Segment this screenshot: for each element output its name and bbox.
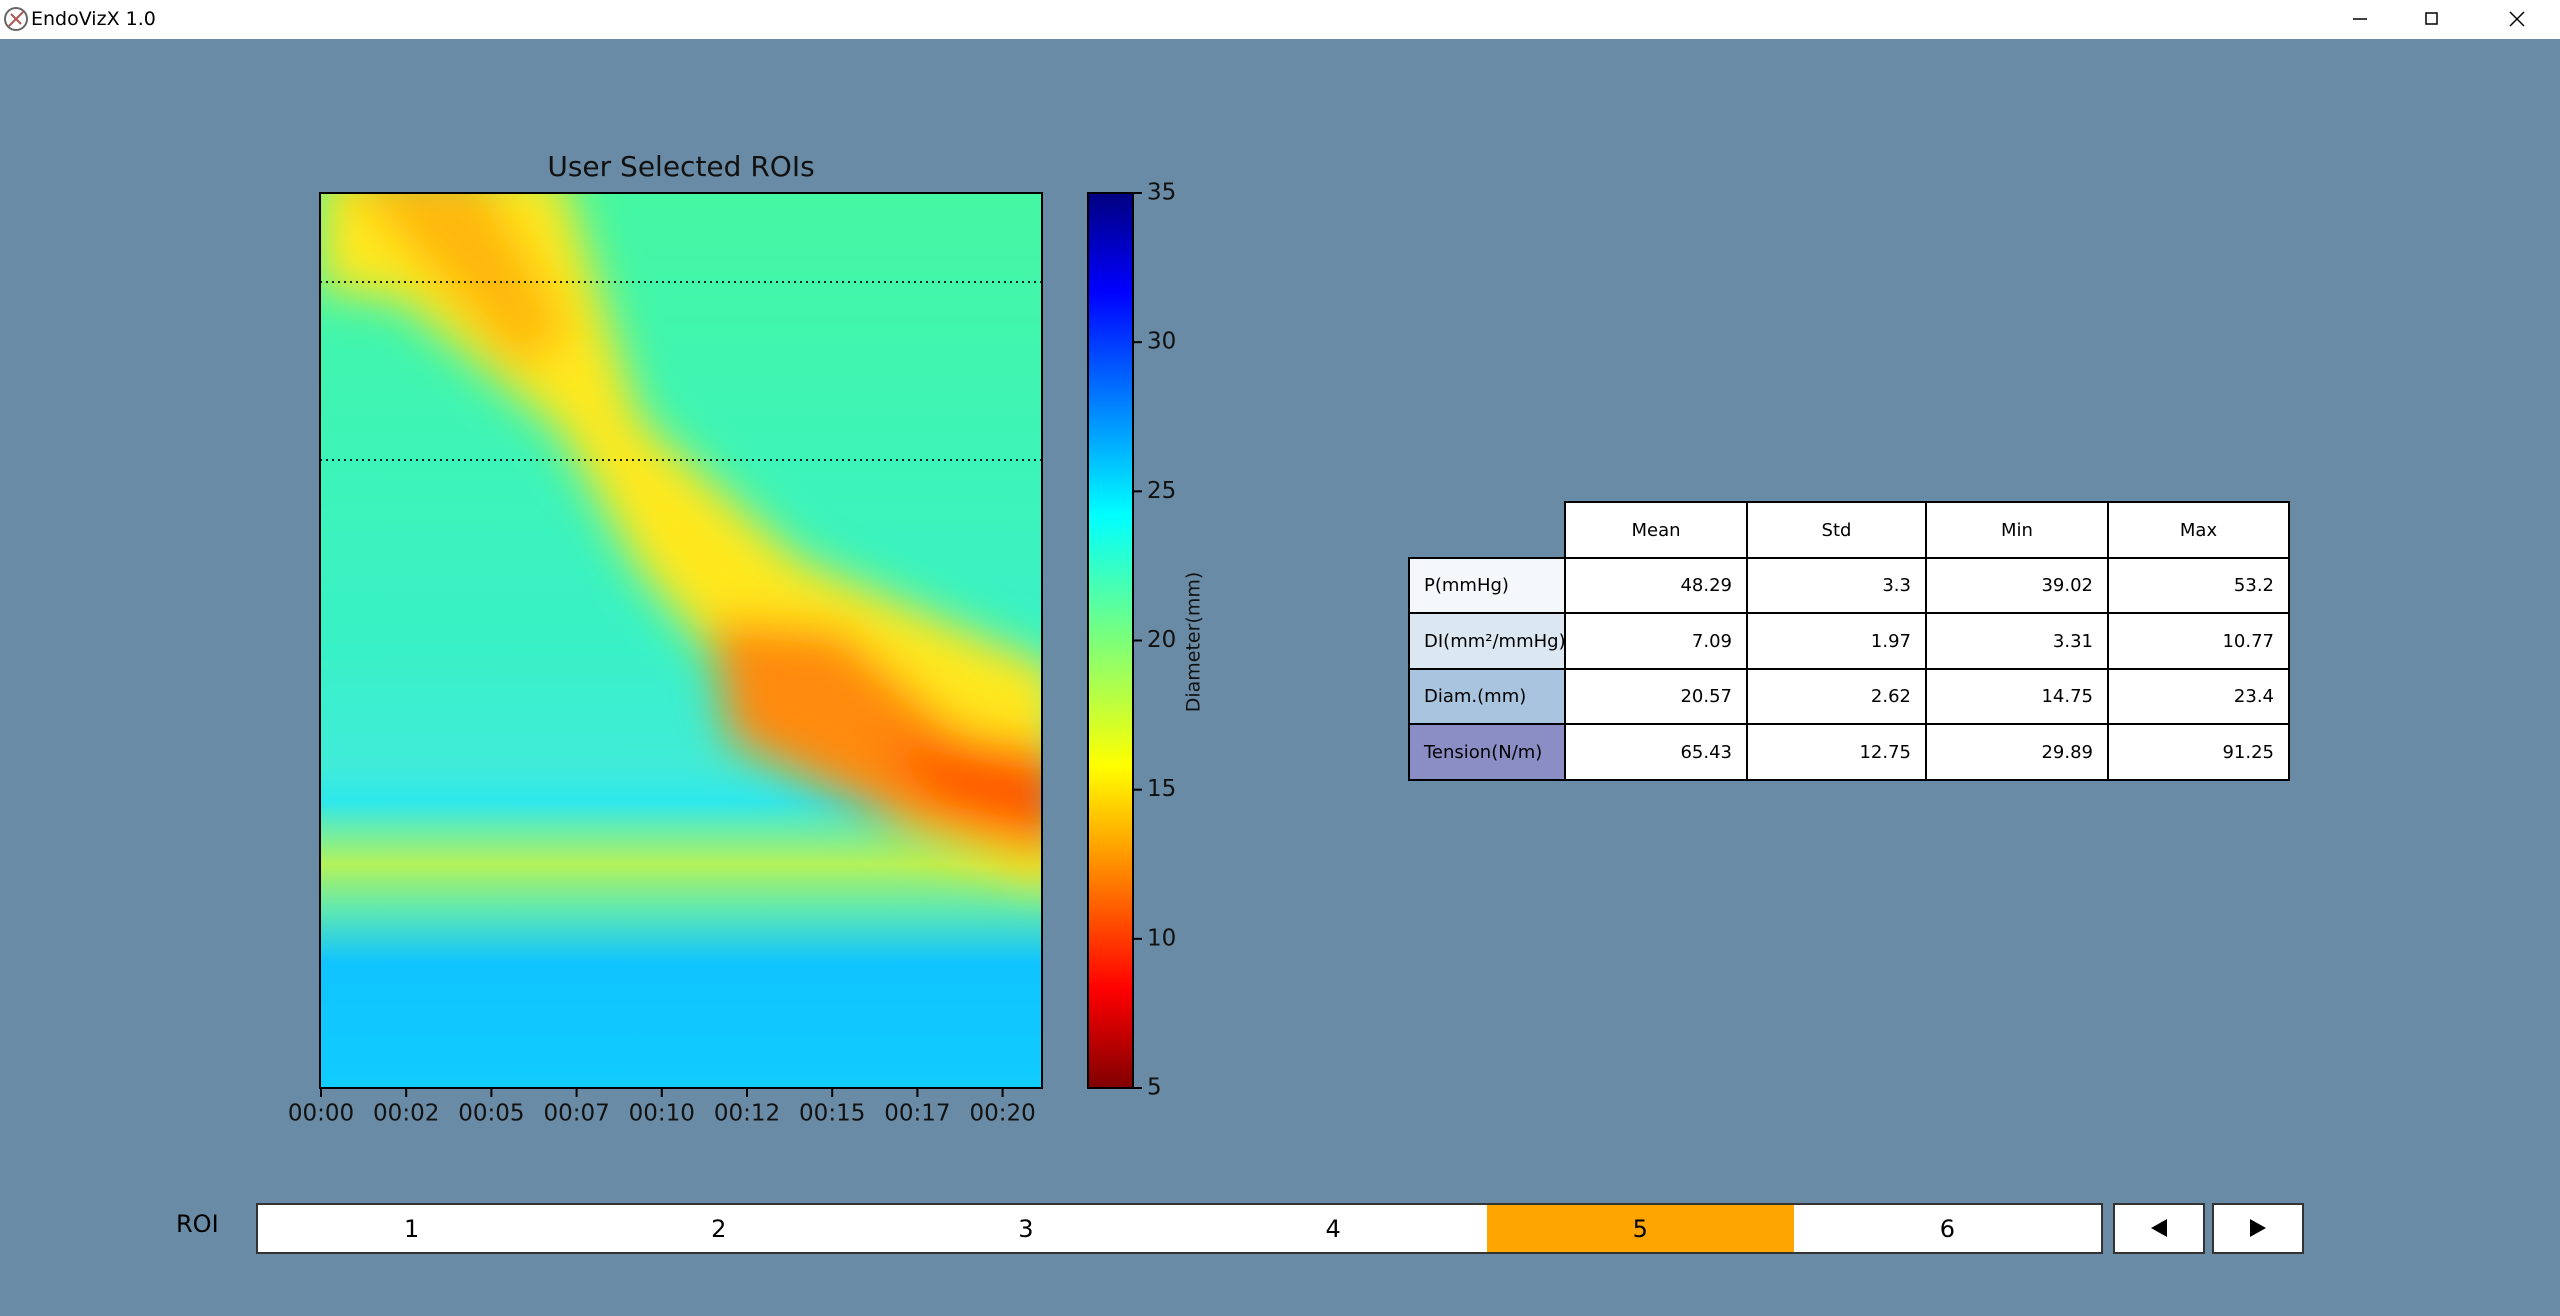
roi-option[interactable]: 5 [1486,1205,1794,1252]
x-tick-label: 00:12 [714,1101,780,1127]
colorbar-tick-label: 5 [1147,1075,1162,1101]
x-tick-label: 00:10 [629,1101,695,1127]
colorbar-label: Diameter(mm) [1183,572,1205,713]
chart-title: User Selected ROIs [547,150,814,183]
row-header: P(mmHg) [1408,557,1566,614]
plot-frame [319,192,1043,1089]
colorbar-tick-label: 35 [1147,180,1176,206]
colorbar-tick-label: 30 [1147,329,1176,355]
table-cell: 48.29 [1564,557,1748,614]
colorbar-tick-label: 10 [1147,925,1176,951]
table-cell: 3.31 [1925,612,2109,670]
title-bar: EndoVizX 1.0 [0,0,2560,39]
table-cell: 91.25 [2107,723,2290,781]
heatmap [320,193,1042,1088]
column-header: Mean [1564,501,1748,559]
colorbar-tick-label: 25 [1147,478,1176,504]
column-header: Min [1925,501,2109,559]
table-cell: 20.57 [1564,668,1748,725]
restore-button[interactable] [2425,12,2438,25]
colorbar-tick-label: 20 [1147,627,1176,653]
table-cell: 65.43 [1564,723,1748,781]
next-button[interactable] [2212,1203,2304,1254]
close-button[interactable] [2509,11,2525,27]
x-tick-label: 00:20 [969,1101,1035,1127]
window-title: EndoVizX 1.0 [31,8,156,30]
x-tick-label: 00:15 [799,1101,865,1127]
table-cell: 7.09 [1564,612,1748,670]
roi-selector: 1 2 3 4 5 6 [256,1203,2103,1254]
column-header: Max [2107,501,2290,559]
x-tick-label: 00:07 [543,1101,609,1127]
table-cell: 12.75 [1746,723,1927,781]
table-cell: 1.97 [1746,612,1927,670]
table-cell: 14.75 [1925,668,2109,725]
roi-option[interactable]: 6 [1939,1214,1956,1243]
colorbar-tick-label: 15 [1147,776,1176,802]
roi-option[interactable]: 2 [711,1214,727,1243]
window-controls [2353,11,2525,27]
table-cell: 2.62 [1746,668,1927,725]
table-cell: 3.3 [1746,557,1927,614]
roi-option[interactable]: 1 [403,1214,420,1243]
x-tick-label: 00:17 [884,1101,950,1127]
app-icon [4,7,28,31]
column-header: Std [1746,501,1927,559]
table-cell: 10.77 [2107,612,2290,670]
table-cell: 53.2 [2107,557,2290,614]
colorbar [1087,192,1134,1089]
roi-option[interactable]: 3 [1018,1214,1034,1243]
roi-option[interactable]: 4 [1325,1214,1341,1243]
prev-button[interactable] [2113,1203,2205,1254]
x-tick-label: 00:05 [458,1101,524,1127]
chart: User Selected ROIs Diameter(mm) 00:00 00:… [288,150,1205,1127]
row-header: Diam.(mm) [1408,668,1566,725]
x-tick-label: 00:00 [288,1101,354,1127]
table-cell: 23.4 [2107,668,2290,725]
row-header: Tension(N/m) [1408,723,1566,781]
roi-label: ROI [176,1210,219,1238]
row-header: DI(mm²/mmHg) [1408,612,1566,670]
table-cell: 39.02 [1925,557,2109,614]
x-tick-label: 00:02 [373,1101,439,1127]
table-cell: 29.89 [1925,723,2109,781]
